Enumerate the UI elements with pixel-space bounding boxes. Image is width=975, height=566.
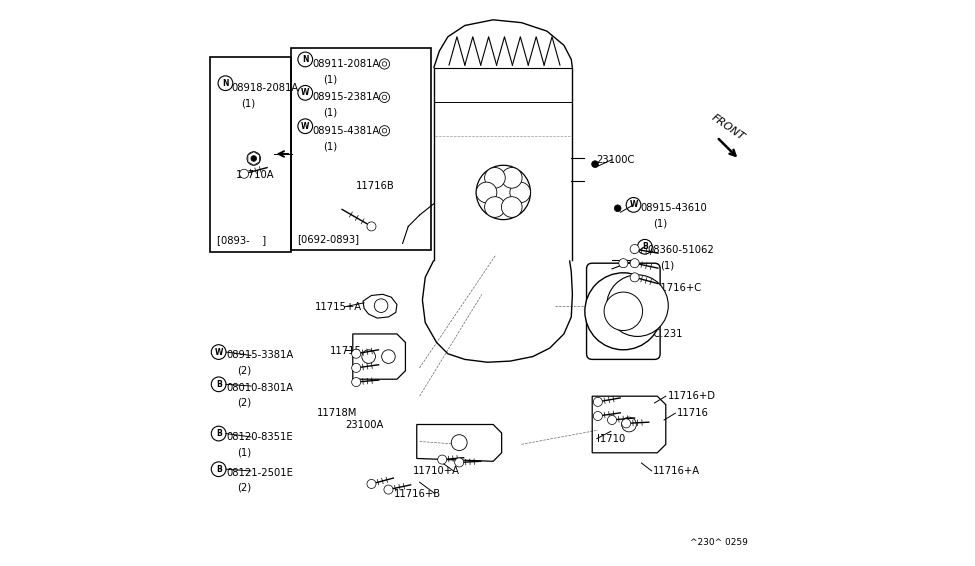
Text: 08360-51062: 08360-51062 [647,245,714,255]
Circle shape [510,182,530,203]
Text: B: B [642,242,647,251]
Circle shape [485,168,505,188]
Text: B: B [215,429,221,438]
Circle shape [251,156,256,161]
Circle shape [501,168,522,188]
Circle shape [382,62,387,66]
Circle shape [630,259,640,268]
Circle shape [384,485,393,494]
Circle shape [630,273,640,282]
Text: [0893-    ]: [0893- ] [217,235,266,246]
Circle shape [379,59,390,69]
Text: (1): (1) [324,74,337,84]
Text: (1): (1) [324,108,337,118]
Text: (1): (1) [324,141,337,151]
Text: W: W [629,200,638,209]
Text: 11716+D: 11716+D [668,391,716,401]
Circle shape [352,378,361,387]
Text: W: W [301,88,309,97]
Text: (2): (2) [237,366,252,376]
Circle shape [382,128,387,133]
Circle shape [622,419,631,428]
Circle shape [379,126,390,136]
Circle shape [454,458,464,467]
Text: FRONT: FRONT [710,113,747,142]
Circle shape [501,197,522,217]
Text: N: N [302,55,308,64]
Circle shape [382,95,387,100]
Text: 11718M: 11718M [317,408,357,418]
Text: 11716+A: 11716+A [653,466,700,476]
Text: 08918-2081A: 08918-2081A [232,83,299,93]
Text: 08915-43610: 08915-43610 [641,203,707,213]
Circle shape [491,180,516,205]
Text: 08010-8301A: 08010-8301A [226,383,293,393]
Text: (2): (2) [237,483,252,493]
Bar [211,57,292,252]
Circle shape [451,435,467,451]
Text: 11715+A: 11715+A [315,302,362,312]
Text: [0692-0893]: [0692-0893] [296,234,359,244]
Circle shape [352,363,361,372]
Text: 08915-4381A: 08915-4381A [312,126,379,136]
Text: 11716+C: 11716+C [654,282,702,293]
Text: SEE SEC.231: SEE SEC.231 [619,329,682,339]
Circle shape [594,411,603,421]
Text: 08911-2081A: 08911-2081A [312,59,379,69]
Text: W: W [214,348,223,357]
Circle shape [606,275,668,336]
Circle shape [607,415,616,424]
Circle shape [476,182,497,203]
Text: W: W [301,122,309,131]
Text: 08120-8351E: 08120-8351E [226,432,292,442]
Circle shape [381,350,395,363]
Circle shape [476,165,530,220]
Text: I1710: I1710 [597,434,625,444]
Circle shape [614,205,621,212]
Text: (1): (1) [237,447,252,457]
Text: 23100C: 23100C [597,155,635,165]
Circle shape [630,245,640,254]
Circle shape [240,169,249,178]
Text: 11716: 11716 [677,408,709,418]
Circle shape [622,417,637,432]
Circle shape [438,455,447,464]
Text: 11715: 11715 [331,346,362,356]
Text: 11710A: 11710A [236,170,274,181]
Circle shape [594,397,603,406]
Circle shape [379,92,390,102]
Circle shape [362,350,375,363]
Text: (1): (1) [653,218,668,229]
FancyBboxPatch shape [587,263,660,359]
Text: 23100A: 23100A [345,419,383,430]
Circle shape [592,161,599,168]
Text: B: B [215,380,221,389]
Text: 11716B: 11716B [356,181,395,191]
Text: 11710+A: 11710+A [412,466,460,476]
Text: 11716+B: 11716+B [394,488,442,499]
Circle shape [367,479,376,488]
Circle shape [485,197,505,217]
Text: 08915-2381A: 08915-2381A [312,92,379,102]
Text: N: N [222,79,229,88]
Circle shape [604,292,643,331]
Circle shape [352,349,361,358]
Circle shape [585,273,662,350]
Text: B: B [215,465,221,474]
Circle shape [619,259,628,268]
Text: 08915-3381A: 08915-3381A [226,350,293,361]
Circle shape [367,222,376,231]
Text: ^230^ 0259: ^230^ 0259 [690,538,748,547]
Text: (1): (1) [660,260,675,271]
Circle shape [247,152,260,165]
Text: (2): (2) [237,398,252,408]
Circle shape [374,299,388,312]
Text: (1): (1) [241,98,255,108]
Bar [292,48,431,250]
Text: 08121-2501E: 08121-2501E [226,468,292,478]
